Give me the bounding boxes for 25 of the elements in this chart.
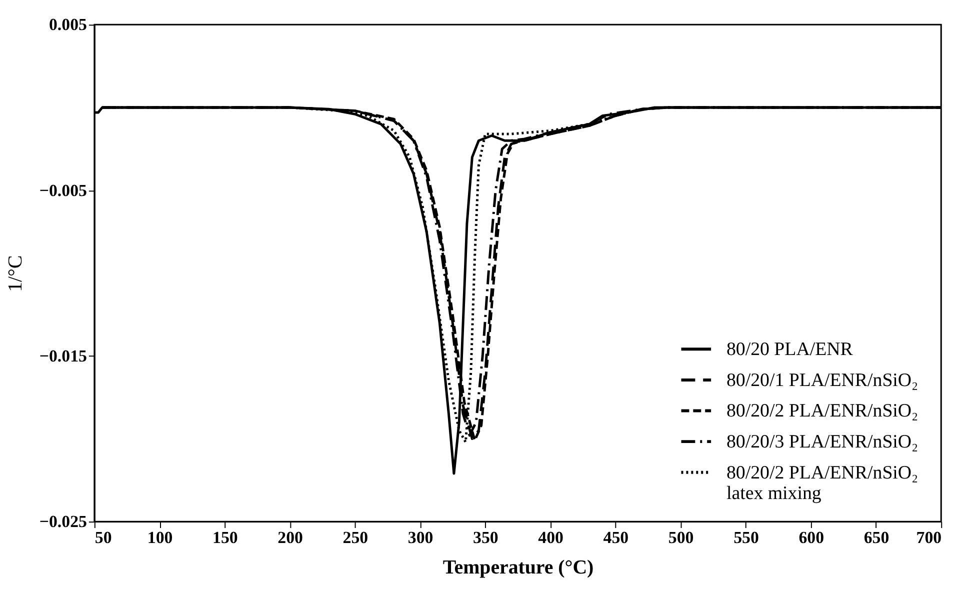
x-axis-title: Temperature (°C) <box>442 556 594 579</box>
x-tick-label: 400 <box>538 528 564 547</box>
x-tick-label: 150 <box>212 528 238 547</box>
legend-label: 80/20/2 PLA/ENR/nSiO₂ <box>726 400 918 422</box>
legend-label: 80/20 PLA/ENR <box>726 339 854 360</box>
x-tick-label: 600 <box>798 528 824 547</box>
x-tick-label: 700 <box>916 528 942 547</box>
y-tick-label: −0.025 <box>39 512 87 532</box>
legend-label: 80/20/1 PLA/ENR/nSiO₂ <box>726 370 918 391</box>
x-tick-label: 50 <box>94 528 112 547</box>
x-tick-label: 250 <box>342 528 368 547</box>
y-axis-title: 1/°C <box>4 255 26 292</box>
x-tick-label: 300 <box>408 528 434 547</box>
x-tick-label: 650 <box>864 528 890 547</box>
x-tick-label: 450 <box>603 528 629 547</box>
x-tick-label: 100 <box>147 528 173 547</box>
x-tick-label: 550 <box>734 528 759 547</box>
legend-label: 80/20/2 PLA/ENR/nSiO₂ latex mixing <box>726 462 918 504</box>
y-tick-label: 0.005 <box>48 15 87 34</box>
y-tick-label: −0.005 <box>39 180 87 200</box>
x-tick-label: 350 <box>473 528 498 547</box>
legend-label: 80/20/3 PLA/ENR/nSiO₂ <box>726 432 918 453</box>
y-tick-label: −0.015 <box>39 346 87 366</box>
x-tick-label: 200 <box>278 528 303 547</box>
x-tick-label: 500 <box>668 528 694 547</box>
